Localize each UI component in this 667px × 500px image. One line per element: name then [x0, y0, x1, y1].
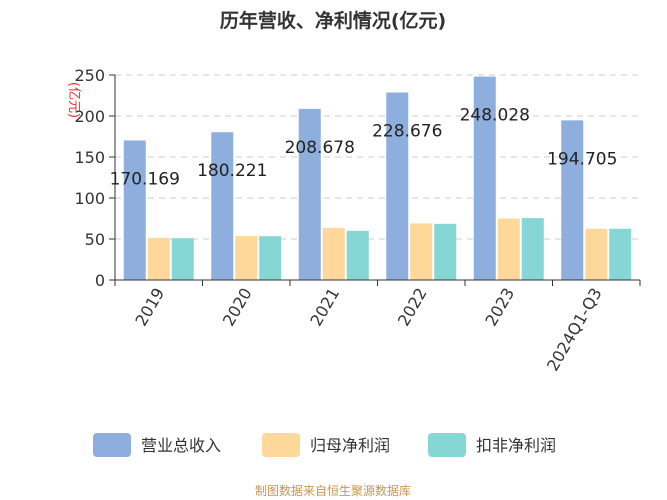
- bar-1-2020: [211, 132, 234, 280]
- data-label: 248.028: [460, 106, 530, 126]
- legend: 营业总收入 归母净利润 扣非净利润: [93, 433, 556, 457]
- legend-swatch: [262, 433, 300, 457]
- legend-label: 扣非净利润: [476, 436, 556, 455]
- x-tick-label: 2024Q1-Q3: [543, 285, 606, 375]
- y-tick-label: 250: [74, 66, 105, 85]
- y-tick-label: 50: [85, 230, 105, 249]
- x-axis-ticks: 2019 2020 2021 2022 2023 2024Q1-Q3: [131, 285, 605, 375]
- bar-1-2019: [123, 140, 146, 280]
- y-tick-label: 200: [74, 107, 105, 126]
- bar-2-2020: [235, 236, 258, 280]
- legend-label: 营业总收入: [141, 436, 221, 455]
- bars: [123, 76, 632, 281]
- x-tick-label: 2019: [131, 285, 168, 330]
- bar-2-2019: [147, 237, 170, 280]
- source-note: 制图数据来自恒生聚源数据库: [255, 483, 411, 498]
- bar-1-2023: [473, 76, 496, 281]
- data-label: 228.676: [372, 121, 442, 141]
- y-tick-label: 0: [95, 271, 105, 290]
- legend-swatch: [428, 433, 466, 457]
- x-tick-label: 2022: [394, 285, 431, 330]
- data-label: 170.169: [110, 169, 180, 189]
- y-tick-label: 100: [74, 189, 105, 208]
- bar-3-2019: [171, 238, 194, 280]
- bar-2-2023: [497, 218, 520, 280]
- bar-3-2021: [346, 230, 369, 280]
- bar-2-2024Q1-Q3: [585, 228, 608, 280]
- y-axis-unit-label: (亿元): [66, 82, 81, 118]
- bar-3-2022: [434, 223, 457, 280]
- data-label: 208.678: [285, 138, 355, 158]
- legend-swatch: [93, 433, 131, 457]
- bar-1-2024Q1-Q3: [561, 120, 584, 280]
- bar-1-2021: [298, 108, 321, 281]
- bar-2-2021: [322, 227, 345, 280]
- y-tick-label: 150: [74, 148, 105, 167]
- bar-3-2020: [259, 236, 282, 280]
- x-tick-label: 2023: [481, 285, 518, 330]
- chart-title: 历年营收、净利情况(亿元): [220, 9, 446, 32]
- x-tick-label: 2020: [219, 285, 256, 330]
- data-label: 180.221: [197, 161, 267, 181]
- x-tick-label: 2021: [306, 285, 343, 330]
- bar-3-2024Q1-Q3: [609, 228, 632, 280]
- x-axis: [114, 279, 641, 286]
- bar-2-2022: [410, 223, 433, 280]
- y-axis-ticks: 0 50 100 150 200 250: [74, 66, 116, 290]
- data-labels: 170.169 180.221 208.678 228.676 248.028 194.7…: [110, 106, 618, 190]
- legend-label: 归母净利润: [310, 436, 390, 455]
- data-label: 194.705: [547, 149, 617, 169]
- bar-3-2023: [521, 218, 544, 280]
- bar-1-2022: [386, 92, 409, 280]
